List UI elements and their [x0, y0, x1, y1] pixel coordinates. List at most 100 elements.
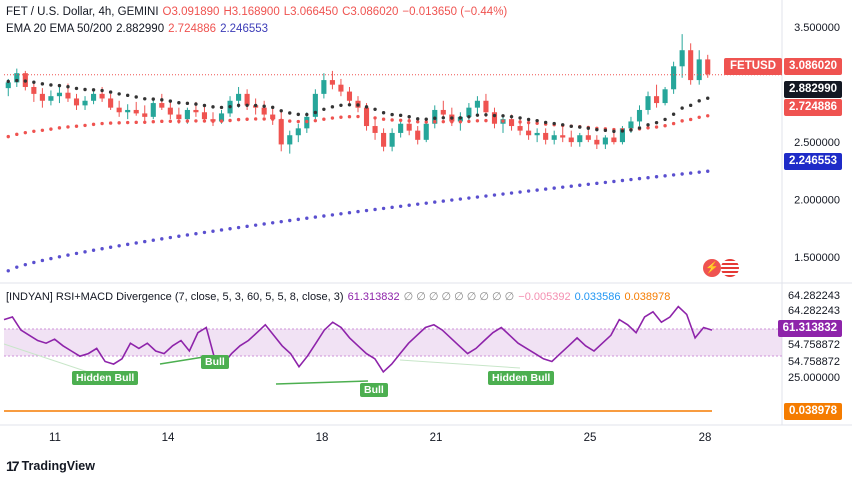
tradingview-logo[interactable]: 17 TradingView — [6, 458, 95, 474]
ema50-dot — [416, 120, 420, 124]
indicator-legend: [INDYAN] RSI+MACD Divergence (7, close, … — [6, 290, 670, 304]
candle-body — [346, 91, 353, 101]
hidden-bull-badge: Hidden Bull — [488, 371, 555, 385]
flag-icon[interactable] — [721, 259, 739, 277]
ema200-dot — [688, 171, 693, 175]
candle-body — [48, 96, 54, 101]
ema50-dot — [697, 115, 701, 119]
candle-body — [167, 107, 173, 115]
candle-body — [39, 93, 45, 101]
ema200-dot — [6, 269, 10, 273]
candle-body — [312, 93, 318, 117]
ema200-dot — [23, 262, 28, 267]
ema20-dot — [595, 127, 599, 132]
macd-value-tag: 0.038978 — [784, 403, 842, 420]
ema50-dot — [288, 119, 292, 123]
last-price-tag: 3.086020 — [784, 58, 842, 75]
bull-badge: Bull — [360, 383, 388, 397]
price-tick-label: 2.000000 — [794, 195, 840, 207]
ema50-dot — [526, 120, 531, 125]
candle-body — [705, 59, 711, 75]
ema200-dot — [450, 198, 454, 202]
time-tick-label: 21 — [430, 432, 443, 444]
ema200-dot — [74, 251, 79, 256]
ema50-dot — [305, 119, 309, 124]
ema-legend: EMA 20 EMA 50/200 2.882990 2.724886 2.24… — [6, 23, 268, 35]
ema50-dot — [83, 123, 87, 128]
candle-body — [577, 135, 583, 143]
ema50-dot — [279, 118, 283, 123]
indicator-blue-value: 0.033586 — [574, 290, 621, 303]
ema50-dot — [373, 116, 377, 120]
ema200-dot — [117, 244, 121, 248]
ema20-dot — [373, 107, 377, 111]
ema50-dot — [654, 125, 659, 129]
ema20-dot — [15, 78, 19, 83]
ema50-dot — [356, 114, 360, 119]
ema20-dot — [32, 80, 36, 84]
ema20-dot — [612, 129, 616, 134]
candle-body — [389, 132, 395, 147]
candle-body — [662, 89, 668, 104]
candle-body — [142, 113, 148, 117]
time-tick-label: 11 — [49, 432, 61, 444]
ema50-dot — [49, 127, 53, 131]
ema50-dot — [339, 115, 343, 119]
ema20-dot — [688, 103, 693, 108]
ohlc-high: H3.168900 — [223, 6, 280, 18]
ema50-dot — [364, 115, 369, 119]
ema50-dot — [450, 120, 454, 124]
ema50-dot — [108, 121, 113, 125]
candle-body — [526, 130, 532, 136]
ema20-dot — [398, 113, 403, 118]
ema20-dot — [313, 110, 318, 115]
candle-body — [415, 130, 421, 140]
ema50-dot — [475, 119, 480, 123]
ema200-dot — [629, 177, 633, 182]
ema20-dot — [236, 103, 241, 108]
ema20-dot — [646, 123, 650, 127]
ema200-dot — [185, 233, 190, 237]
ema200-dot — [441, 199, 446, 203]
ema20-dot — [561, 123, 565, 127]
ema200-dot — [518, 190, 522, 194]
ema200-dot — [364, 208, 369, 213]
ema200-dot — [373, 207, 377, 212]
ema200-dot — [595, 181, 599, 186]
ema200-dot — [526, 189, 531, 193]
ema200-dot — [211, 229, 215, 233]
candle-body — [270, 114, 276, 120]
ema50-dot — [168, 119, 173, 123]
ema50-dot — [458, 120, 463, 124]
ema200-dot — [143, 239, 147, 244]
ema20-dot — [450, 116, 454, 120]
ema50-dot — [23, 130, 28, 135]
ema200-dot — [356, 209, 360, 214]
ema50-dot — [501, 119, 505, 123]
ema20-dot — [654, 120, 659, 125]
candle-body — [696, 59, 702, 81]
ema200-dot — [219, 228, 224, 232]
ema200-dot — [475, 195, 480, 199]
ema20-dot — [270, 105, 275, 110]
candle-body — [218, 113, 225, 122]
ema50-dot — [66, 125, 70, 129]
ema200-dot — [578, 183, 582, 187]
ema-label: EMA 20 EMA 50/200 — [6, 23, 113, 35]
ema20-tag: 2.882990 — [784, 81, 842, 98]
ema200-dot — [253, 223, 258, 227]
ema50-dot — [398, 118, 403, 122]
ema50-dot — [270, 117, 275, 121]
candle-body — [594, 139, 600, 145]
ema50-dot — [185, 119, 190, 123]
ema200-dot — [509, 191, 514, 195]
ema20-dot — [706, 96, 710, 100]
candle-body — [491, 112, 498, 124]
ema200-dot — [202, 230, 207, 235]
lightning-icon[interactable]: ⚡ — [703, 259, 721, 277]
ema200-dot — [108, 245, 113, 249]
ema200-dot — [501, 192, 505, 196]
candle-body — [406, 123, 412, 131]
candle-body — [125, 109, 131, 113]
ema200-dot — [458, 197, 463, 201]
